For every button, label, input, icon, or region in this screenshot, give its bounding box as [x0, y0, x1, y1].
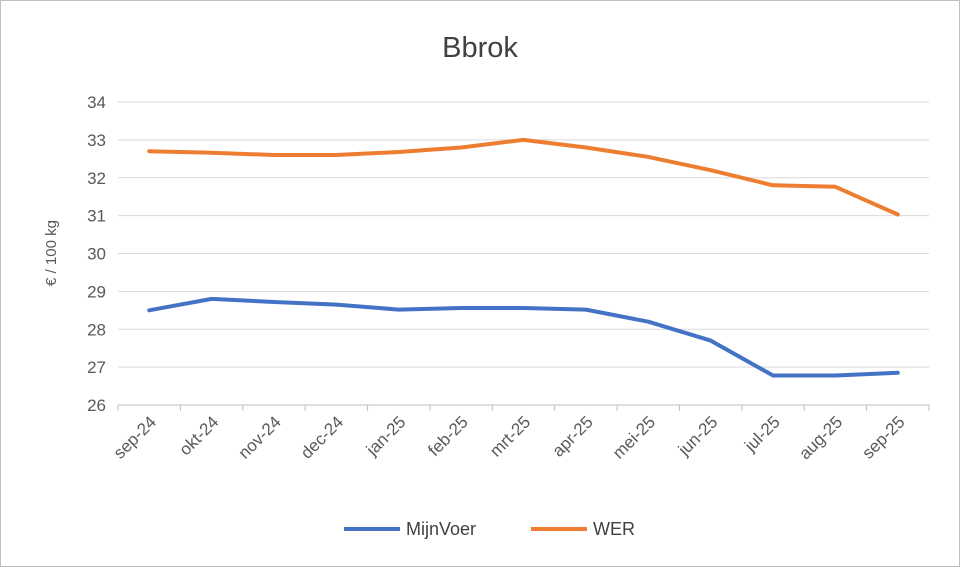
x-axis — [117, 404, 930, 411]
x-tick-label: apr-25 — [549, 412, 597, 460]
y-tick-label: 33 — [87, 131, 106, 150]
chart-title: Bbrok — [442, 32, 518, 64]
y-tick-label: 32 — [87, 169, 106, 188]
x-tick-labels: sep-24 okt-24 nov-24 dec-24 jan-25 feb-25 mrt-… — [110, 412, 909, 463]
x-tick-label: mrt-25 — [486, 412, 534, 460]
series-line-wer — [147, 137, 900, 217]
legend-item-wer: WER — [531, 519, 635, 539]
y-tick-label: 31 — [87, 207, 106, 226]
x-tick-label: dec-24 — [297, 412, 347, 462]
y-tick-label: 30 — [87, 245, 106, 264]
y-tick-label: 28 — [87, 320, 106, 339]
legend-item-mijnvoer: MijnVoer — [344, 519, 476, 539]
x-tick-label: aug-25 — [795, 412, 846, 463]
x-tick-label: jul-25 — [740, 412, 784, 456]
x-tick-label: jan-25 — [362, 412, 410, 460]
y-tick-label: 27 — [87, 358, 106, 377]
series-lines — [147, 137, 900, 378]
x-tick-label: okt-24 — [176, 412, 223, 459]
x-tick-label: mei-25 — [609, 412, 659, 462]
legend-label: WER — [593, 519, 635, 539]
y-tick-label: 29 — [87, 282, 106, 301]
x-tick-label: nov-24 — [235, 412, 285, 462]
legend: MijnVoer WER — [344, 519, 635, 539]
y-tick-label: 26 — [87, 396, 106, 415]
x-tick-label: sep-25 — [858, 412, 908, 462]
y-axis-title: € / 100 kg — [43, 220, 60, 286]
x-tick-label: sep-24 — [110, 412, 160, 462]
x-tick-label: feb-25 — [424, 412, 472, 460]
gridlines — [118, 101, 929, 368]
y-tick-labels: 26 27 28 29 30 31 32 33 34 — [87, 93, 106, 415]
x-tick-label: jun-25 — [674, 412, 722, 460]
series-line-mijnvoer — [147, 296, 900, 378]
y-tick-label: 34 — [87, 93, 106, 112]
legend-label: MijnVoer — [406, 519, 476, 539]
